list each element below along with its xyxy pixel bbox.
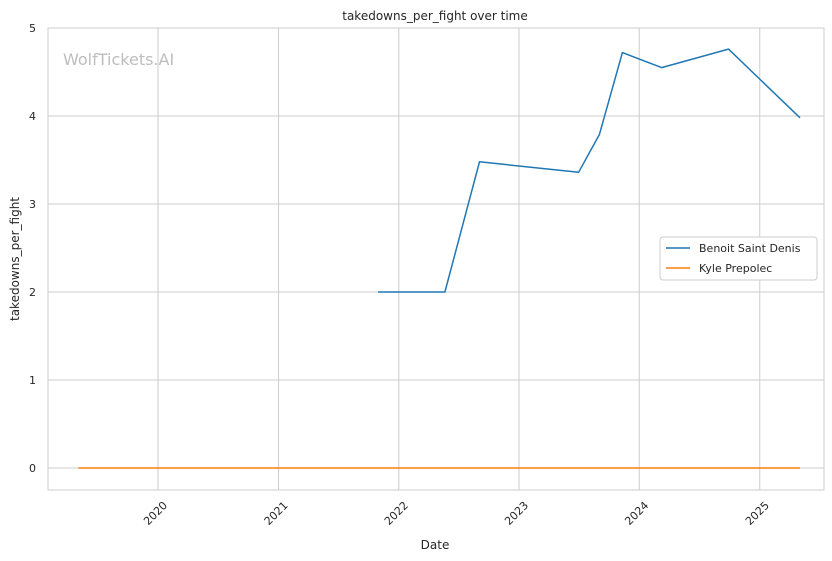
legend-box	[659, 236, 818, 281]
y-tick-label: 4	[29, 110, 36, 123]
plot-area	[47, 27, 825, 491]
x-tick-label: 2025	[743, 499, 772, 528]
x-tick-label: 2024	[622, 499, 651, 528]
y-tick-labels: 0 1 2 3 4 5	[29, 22, 36, 475]
y-tick-label: 1	[29, 374, 36, 387]
x-tick-label: 2020	[141, 499, 170, 528]
x-tick-label: 2023	[502, 499, 531, 528]
y-tick-label: 5	[29, 22, 36, 35]
x-tick-labels: 2020 2021 2022 2023 2024 2025	[141, 499, 772, 528]
y-tick-label: 0	[29, 462, 36, 475]
chart-title: takedowns_per_fight over time	[342, 9, 528, 23]
legend-label-benoit-saint-denis: Benoit Saint Denis	[699, 242, 801, 255]
series-lines	[78, 48, 801, 469]
series-line-benoit-saint-denis	[378, 48, 801, 293]
x-tick-label: 2022	[382, 499, 411, 528]
y-tick-label: 3	[29, 198, 36, 211]
x-tick-label: 2021	[262, 499, 291, 528]
y-tick-label: 2	[29, 286, 36, 299]
watermark: WolfTickets.AI	[63, 50, 174, 69]
x-axis-label: Date	[421, 538, 450, 552]
legend: Benoit Saint Denis Kyle Prepolec	[659, 236, 818, 281]
legend-label-kyle-prepolec: Kyle Prepolec	[699, 262, 772, 275]
y-axis-label: takedowns_per_fight	[8, 197, 22, 321]
